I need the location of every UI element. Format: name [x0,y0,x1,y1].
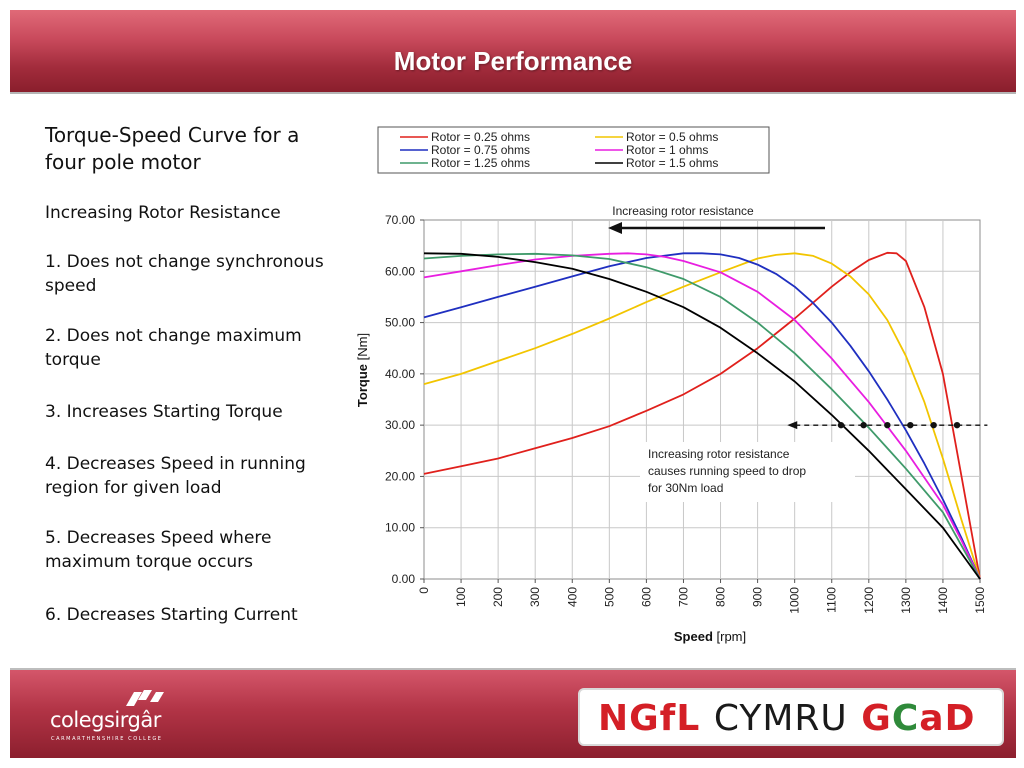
title-bar: Motor Performance [10,10,1016,94]
x-axis-label-bold: Speed [674,629,717,644]
x-tick-label: 1000 [788,587,802,614]
load-line-arrowhead [787,421,798,430]
chequered-flag-icon [126,690,164,706]
gcad-text: G [861,698,892,739]
y-tick-label: 10.00 [385,521,415,535]
series-line-4 [423,252,981,580]
x-axis-label: Speed [rpm] [674,629,746,644]
y-tick-label: 50.00 [385,316,415,330]
x-tick-label: 600 [639,587,653,607]
series-line-2 [423,252,981,580]
point-1: 1. Does not change synchronous speed [45,252,324,296]
x-tick-label: 700 [676,587,690,607]
x-axis-label-unit: [rpm] [717,629,747,644]
load-point-1 [860,421,867,429]
annotation-top-arrowhead [608,222,622,234]
load-point-2 [884,421,891,429]
ngfl-text: NGfL [598,698,701,739]
x-tick-label: 1500 [973,587,987,614]
x-tick-label: 1400 [936,587,950,614]
point-3: 3. Increases Starting Torque [45,402,283,422]
y-axis-label-unit: [Nm] [355,333,370,360]
annotation-bottom-line-0: Increasing rotor resistance [648,447,790,461]
point-2: 2. Does not change maximum torque [45,326,302,370]
x-tick-label: 100 [454,587,468,607]
load-point-3 [907,421,914,429]
legend-box [377,126,770,174]
college-subtitle: CARMARTHENSHIRE COLLEGE [51,736,163,742]
slide-title: Motor Performance [393,46,633,76]
college-logo: colegsirgâr CARMARTHENSHIRE COLLEGE [50,688,180,748]
series-line-0 [423,251,981,580]
plot-area [423,219,981,580]
section-heading: Increasing Rotor Resistance [45,203,281,223]
x-tick-label: 1300 [899,587,913,614]
y-tick-label: 20.00 [385,469,415,483]
slide-subtitle: Torque-Speed Curve for a four pole motor [45,123,300,174]
point-5: 5. Decreases Speed where maximum torque … [45,528,272,572]
footer-bar: colegsirgâr CARMARTHENSHIRE COLLEGE NGfL… [10,668,1016,758]
point-6: 6. Decreases Starting Current [45,605,298,625]
gcad-text-c: C [891,698,920,739]
y-axis-label-bold: Torque [355,360,370,407]
y-tick-label: 40.00 [385,367,415,381]
x-tick-label: 1200 [862,587,876,614]
annotation-bottom-line-2: for 30Nm load [648,481,723,495]
legend-entry-1: Rotor = 0.5 ohms [626,130,718,144]
college-name: colegsirgâr [50,708,161,732]
x-tick-label: 400 [565,587,579,607]
legend-entry-4: Rotor = 1.25 ohms [431,156,530,170]
y-tick-label: 60.00 [385,264,415,278]
series-line-5 [423,252,981,580]
point-4: 4. Decreases Speed in running region for… [45,454,306,498]
x-tick-label: 1100 [825,587,839,613]
x-tick-label: 300 [528,587,542,607]
ngfl-cymru-logo: NGfL CYMRU GCaD [578,688,1004,746]
legend-entry-2: Rotor = 0.75 ohms [431,143,530,157]
x-tick-label: 0 [417,587,431,594]
legend-entry-5: Rotor = 1.5 ohms [626,156,718,170]
load-point-5 [953,421,961,429]
annotation-top: Increasing rotor resistance [612,204,754,218]
x-tick-label: 800 [714,587,728,607]
series-line-1 [423,252,981,580]
legend-entry-3: Rotor = 1 ohms [626,143,708,157]
annotation-bottom-line-1: causes running speed to drop [648,464,806,478]
x-tick-label: 900 [751,587,765,607]
x-tick-label: 200 [491,587,505,607]
load-point-4 [930,421,937,429]
legend-entry-0: Rotor = 0.25 ohms [431,130,530,144]
y-tick-label: 70.00 [385,213,415,227]
gcad-text-ad: aD [919,698,976,739]
y-axis-label: Torque [Nm] [355,333,370,407]
x-tick-label: 500 [602,587,616,607]
y-tick-label: 0.00 [392,572,416,586]
load-point-0 [837,421,845,429]
series-line-3 [423,252,981,580]
torque-speed-chart: 0.00 10.00 20.00 30.00 40.00 50.00 60.00 70.00 0… [355,126,988,644]
cymru-text: CYMRU [713,698,848,739]
annotation-bottom-bg [640,442,855,502]
y-tick-label: 30.00 [385,418,415,432]
